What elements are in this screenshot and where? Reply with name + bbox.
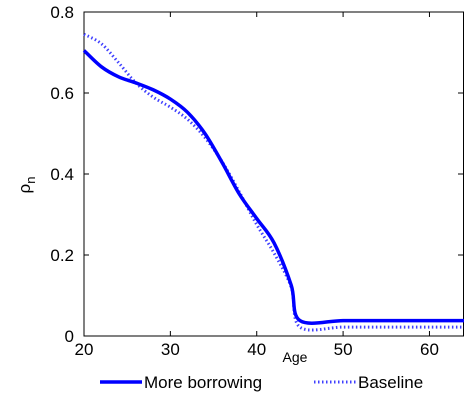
plot-area: 20 30 40 50 60 0 0.2 0.4 0.6 0.8 <box>50 3 464 359</box>
legend: More borrowing Baseline <box>100 373 423 392</box>
legend-label-more-borrowing: More borrowing <box>144 373 262 392</box>
y-axis-title: ρn <box>15 177 38 194</box>
legend-label-baseline: Baseline <box>358 373 423 392</box>
x-axis-title: Age <box>283 349 308 365</box>
x-tick-label: 60 <box>420 340 439 359</box>
y-tick-label: 0.4 <box>50 165 74 184</box>
series-line-more-borrowing <box>82 49 464 325</box>
y-tick-label: 0.2 <box>50 246 74 265</box>
svg-text:ρn: ρn <box>15 177 38 194</box>
x-tick-label: 20 <box>75 340 94 359</box>
x-tick-label: 30 <box>161 340 180 359</box>
x-tick-label: 50 <box>334 340 353 359</box>
x-tick-label: 40 <box>247 340 266 359</box>
plot-frame <box>83 11 464 337</box>
series-layer <box>82 32 464 332</box>
series-line-baseline <box>83 32 464 332</box>
x-axis: 20 30 40 50 60 <box>75 12 439 359</box>
y-axis-title-sub: n <box>23 177 38 184</box>
y-tick-label: 0.8 <box>50 3 74 22</box>
y-axis: 0 0.2 0.4 0.6 0.8 <box>50 3 463 346</box>
y-axis-title-main: ρ <box>15 184 34 194</box>
y-tick-label: 0.6 <box>50 84 74 103</box>
y-tick-label: 0 <box>65 327 74 346</box>
